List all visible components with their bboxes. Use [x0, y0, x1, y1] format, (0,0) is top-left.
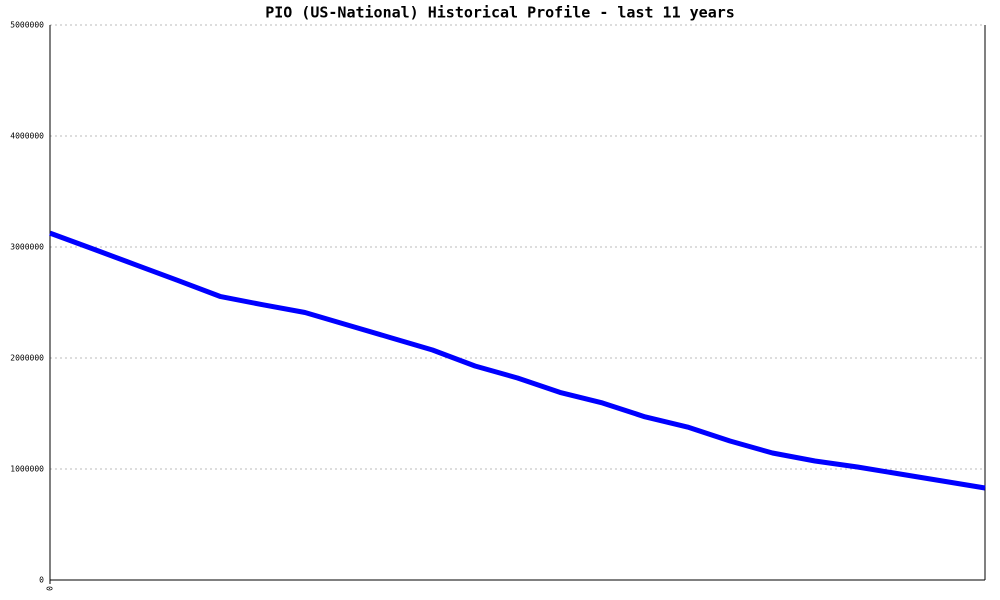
y-tick-label: 0 [39, 576, 44, 585]
y-tick-label: 3000000 [10, 243, 44, 252]
y-tick-label: 4000000 [10, 132, 44, 141]
chart-title: PIO (US-National) Historical Profile - l… [265, 4, 735, 22]
y-tick-label: 1000000 [10, 465, 44, 474]
y-tick-label: 2000000 [10, 354, 44, 363]
x-tick-label: 0 [46, 586, 55, 591]
y-tick-label: 5000000 [10, 21, 44, 30]
data-line [49, 230, 986, 491]
